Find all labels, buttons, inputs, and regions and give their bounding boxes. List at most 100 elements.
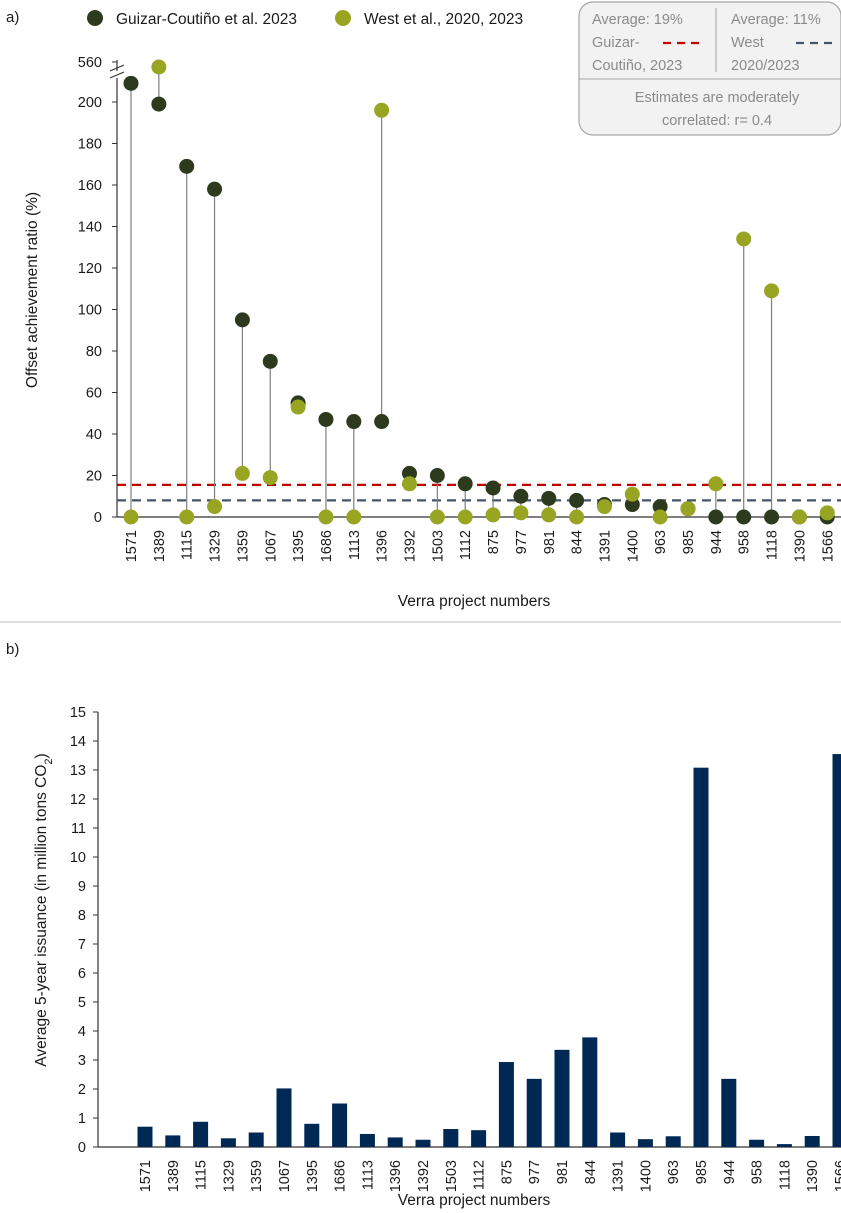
x-tick-label-b: 1115: [194, 1160, 210, 1190]
legend-marker-guizar: [87, 10, 103, 26]
y-tick-label-a: 80: [86, 344, 102, 360]
x-tick-label-a: 1113: [347, 530, 363, 560]
bars: [137, 754, 841, 1147]
x-tick-label-b: 1396: [388, 1160, 404, 1192]
point-west: [624, 486, 640, 502]
y-tick-label-a: 20: [86, 469, 102, 485]
point-west: [569, 509, 585, 525]
panel-a: a) Guizar-Coutiño et al. 2023 West et al…: [6, 1, 841, 610]
points: [123, 59, 835, 525]
bar: [387, 1137, 403, 1147]
y-tick-label-a: 60: [86, 386, 102, 402]
x-tick-label-a: 844: [570, 530, 586, 554]
west-name-text-2: 2020/2023: [731, 58, 800, 74]
x-tick-label-b: 1392: [416, 1160, 432, 1192]
point-west: [457, 509, 473, 525]
bar: [165, 1135, 181, 1147]
correlation-text-2: correlated: r= 0.4: [662, 113, 772, 129]
x-tick-label-a: 1359: [235, 530, 251, 562]
bar: [137, 1126, 153, 1147]
x-tick-label-a: 1067: [263, 530, 279, 562]
x-tick-label-a: 1329: [208, 530, 224, 562]
point-west: [736, 231, 752, 247]
x-tick-label-a: 1400: [625, 530, 641, 562]
y-tick-label-b: 15: [70, 705, 86, 721]
point-guizar: [457, 476, 473, 492]
y-tick-label-a: 100: [78, 303, 102, 319]
x-tick-label-b: 958: [750, 1160, 766, 1184]
y-tick-label-b: 13: [70, 763, 86, 779]
point-west: [791, 509, 807, 525]
bar: [443, 1129, 459, 1147]
x-tick-label-a: 1118: [765, 530, 781, 560]
point-west: [123, 509, 139, 525]
bar: [359, 1133, 375, 1147]
point-west: [429, 509, 445, 525]
point-guizar: [513, 488, 529, 504]
panel-b: b) Average 5-year issuance (in million t…: [6, 641, 841, 1209]
x-tick-label-b: 1400: [638, 1160, 654, 1192]
point-west: [346, 509, 362, 525]
x-ticks-b: 1571 1389 1115 1329 1359 1067 1395 1686 1113 1396…: [138, 1160, 841, 1192]
bar: [304, 1123, 320, 1147]
x-tick-label-b: 985: [694, 1160, 710, 1184]
info-box: Average: 19% Guizar- Coutiño, 2023 Avera…: [578, 1, 841, 136]
panel-a-label: a): [6, 9, 19, 26]
axis-title-y-a: Offset achievement ratio (%): [24, 192, 41, 388]
y-tick-label-b: 1: [78, 1111, 86, 1127]
x-tick-label-b: 1503: [444, 1160, 460, 1192]
guizar-name-text-1: Guizar-: [592, 35, 640, 51]
point-guizar: [429, 468, 445, 483]
bar: [332, 1103, 348, 1147]
y-tick-label-b: 12: [70, 792, 86, 808]
point-west: [402, 476, 417, 492]
x-tick-label-a: 1389: [152, 530, 168, 562]
legend-label-guizar: Guizar-Coutiño et al. 2023: [116, 11, 297, 28]
point-west: [485, 507, 501, 523]
x-tick-label-b: 1390: [805, 1160, 821, 1192]
west-name-text-1: West: [731, 35, 764, 51]
bar: [582, 1037, 598, 1147]
x-tick-label-b: 1359: [249, 1160, 265, 1192]
bar: [220, 1138, 236, 1147]
bar: [832, 754, 841, 1147]
bar: [665, 1136, 681, 1147]
y-tick-label-b: 14: [70, 734, 86, 750]
legend-marker-west: [335, 10, 351, 26]
x-tick-label-a: 1686: [319, 530, 335, 562]
point-west: [819, 505, 835, 521]
point-west: [151, 59, 167, 75]
point-guizar: [764, 509, 780, 525]
x-tick-label-a: 963: [653, 530, 669, 554]
y-tick-label-b: 3: [78, 1053, 86, 1069]
bar: [749, 1139, 765, 1147]
bar: [637, 1139, 653, 1147]
y-tick-label-b: 7: [78, 937, 86, 953]
y-tick-label-b: 0: [78, 1140, 86, 1156]
west-average-text: Average: 11%: [731, 12, 821, 28]
y-tick-label-a: 560: [78, 55, 102, 71]
y-tick-label-b: 9: [78, 879, 86, 895]
y-ticks-a: 0 20 40 60 80 100 120 140 160 180 200 560: [78, 55, 117, 526]
x-tick-label-b: 1389: [166, 1160, 182, 1192]
y-tick-label-a: 120: [78, 261, 102, 277]
axis-title-x-a: Verra project numbers: [398, 593, 551, 610]
axis-title-x-b: Verra project numbers: [398, 1192, 551, 1209]
point-west: [513, 505, 529, 521]
legend-label-west: West et al., 2020, 2023: [364, 11, 523, 28]
bar: [276, 1088, 292, 1147]
y-tick-label-a: 0: [94, 510, 102, 526]
x-tick-label-b: 1113: [360, 1160, 376, 1190]
point-guizar: [207, 181, 223, 197]
point-guizar: [179, 158, 195, 174]
x-tick-label-b: 1118: [777, 1160, 793, 1190]
point-guizar: [374, 414, 390, 430]
x-tick-label-a: 1392: [403, 530, 419, 562]
x-tick-label-b: 963: [666, 1160, 682, 1184]
point-west: [708, 476, 724, 492]
x-tick-label-a: 981: [542, 530, 558, 554]
point-guizar: [318, 411, 334, 427]
point-guizar: [708, 509, 724, 525]
y-tick-label-a: 40: [86, 427, 102, 443]
reference-lines: [117, 483, 841, 502]
